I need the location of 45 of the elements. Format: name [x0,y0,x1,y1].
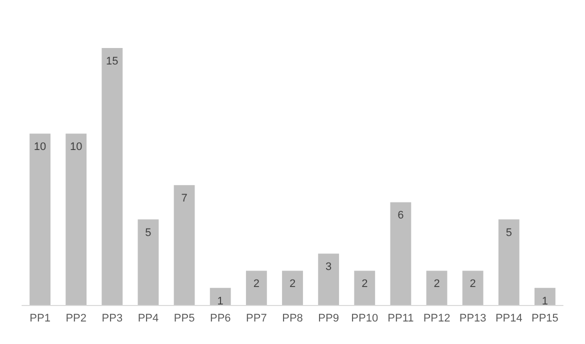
x-tick-label: PP10 [351,312,378,324]
x-tick-label: PP2 [66,312,86,324]
bar [246,270,267,305]
data-label: 7 [181,192,188,205]
data-label: 5 [145,226,152,239]
x-tick-label: PP12 [423,312,450,324]
data-label: 10 [70,141,82,154]
bar [102,48,123,305]
bar [30,134,50,305]
bar [282,270,303,305]
data-label: 2 [253,278,260,290]
x-tick-label: PP14 [495,312,522,324]
bar [426,270,448,305]
bar [138,219,159,305]
bar [498,219,520,305]
data-label: 2 [362,278,368,290]
bar [210,288,231,305]
x-tick-label: PP11 [388,312,414,324]
data-label: 10 [34,141,46,154]
data-label: 3 [326,261,332,274]
x-tick-label: PP1 [30,312,50,324]
data-label: 15 [106,56,118,68]
data-label: 1 [217,295,224,308]
x-tick-label: PP7 [246,312,267,324]
data-label: 2 [289,278,296,290]
bar [66,134,87,305]
data-label: 1 [542,295,548,308]
x-tick-label: PP3 [102,312,123,324]
x-tick-label: PP4 [138,312,159,324]
x-tick-label: PP9 [318,312,339,324]
x-tick-label: PP5 [174,312,195,324]
data-label: 5 [506,226,512,239]
x-tick-label: PP15 [532,312,558,324]
data-label: 6 [398,210,404,222]
bar [534,288,556,305]
data-label: 2 [434,278,440,290]
bar [390,202,412,305]
bar [462,270,484,305]
bar [354,270,376,305]
bar [318,254,340,305]
x-tick-label: PP6 [210,312,231,324]
x-tick-label: PP13 [459,312,486,324]
data-label: 2 [470,278,476,290]
bar [174,185,195,305]
x-tick-label: PP8 [282,312,303,324]
